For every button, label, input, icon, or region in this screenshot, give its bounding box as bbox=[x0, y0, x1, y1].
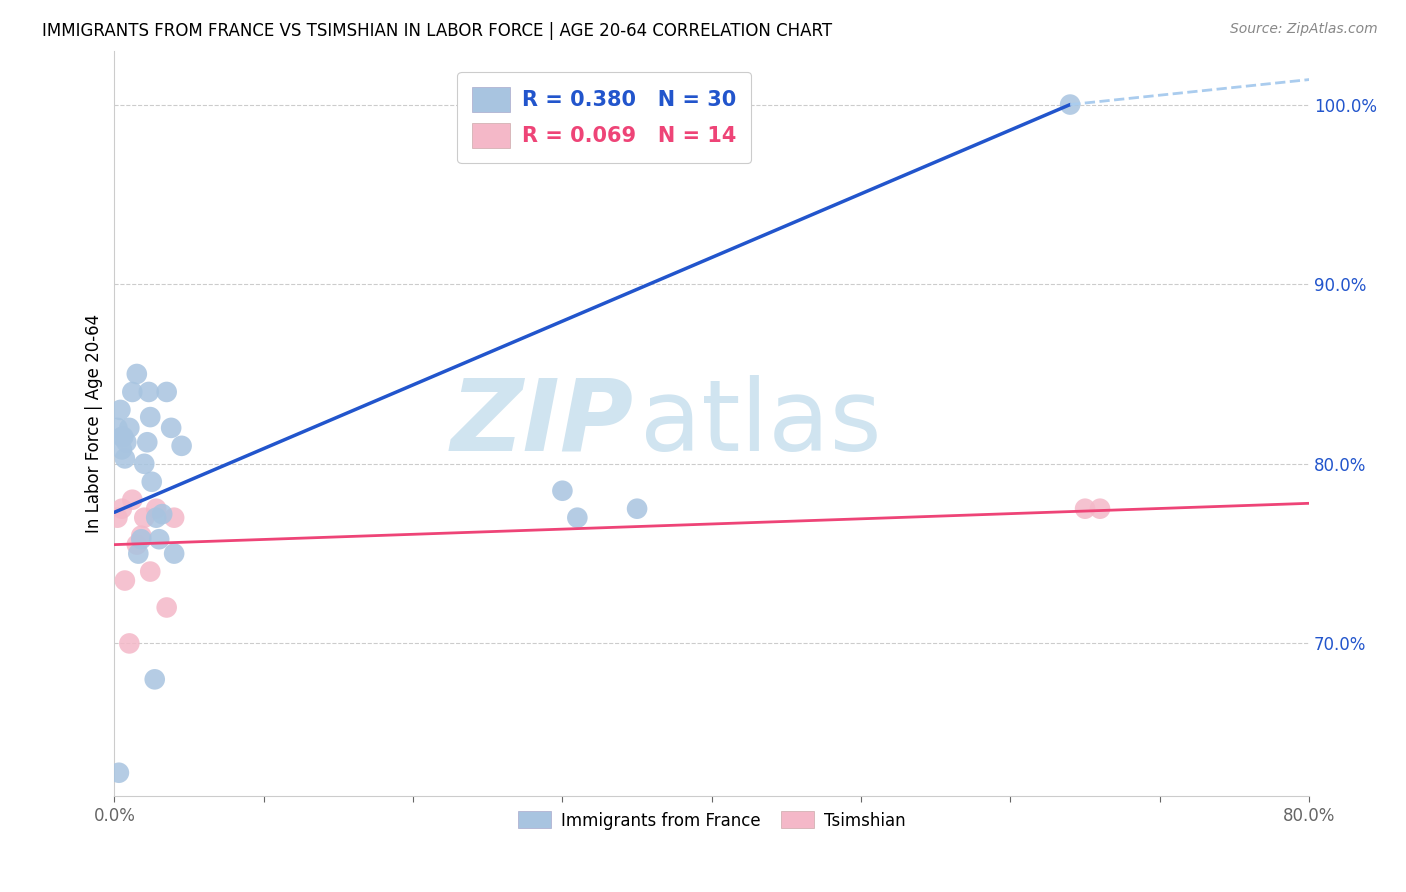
Point bbox=[129, 528, 152, 542]
Point bbox=[108, 765, 131, 780]
Point bbox=[1088, 501, 1111, 516]
Point bbox=[105, 421, 128, 435]
Point bbox=[139, 410, 162, 425]
Point bbox=[112, 430, 135, 444]
Point bbox=[118, 636, 141, 650]
Point bbox=[138, 384, 160, 399]
Point bbox=[111, 430, 134, 444]
Point bbox=[139, 565, 162, 579]
Text: Source: ZipAtlas.com: Source: ZipAtlas.com bbox=[1230, 22, 1378, 37]
Legend: Immigrants from France, Tsimshian: Immigrants from France, Tsimshian bbox=[512, 805, 912, 836]
Point bbox=[145, 510, 167, 524]
Point bbox=[115, 435, 138, 450]
Point bbox=[160, 421, 183, 435]
Point bbox=[118, 421, 141, 435]
Point bbox=[1074, 501, 1097, 516]
Text: IMMIGRANTS FROM FRANCE VS TSIMSHIAN IN LABOR FORCE | AGE 20-64 CORRELATION CHART: IMMIGRANTS FROM FRANCE VS TSIMSHIAN IN L… bbox=[42, 22, 832, 40]
Text: ZIP: ZIP bbox=[451, 375, 634, 472]
Point bbox=[156, 600, 179, 615]
Point bbox=[125, 367, 148, 381]
Point bbox=[163, 510, 186, 524]
Y-axis label: In Labor Force | Age 20-64: In Labor Force | Age 20-64 bbox=[86, 314, 103, 533]
Point bbox=[551, 483, 574, 498]
Point bbox=[125, 538, 148, 552]
Point bbox=[134, 510, 156, 524]
Point bbox=[111, 442, 134, 457]
Text: atlas: atlas bbox=[640, 375, 882, 472]
Point bbox=[148, 533, 170, 547]
Point bbox=[121, 492, 143, 507]
Point bbox=[114, 574, 136, 588]
Point bbox=[170, 439, 193, 453]
Point bbox=[145, 501, 167, 516]
Point bbox=[156, 384, 179, 399]
Point bbox=[105, 510, 128, 524]
Point bbox=[111, 501, 134, 516]
Point bbox=[626, 501, 648, 516]
Point bbox=[134, 457, 156, 471]
Point bbox=[567, 510, 589, 524]
Point bbox=[141, 475, 163, 489]
Point bbox=[127, 547, 149, 561]
Point bbox=[110, 403, 132, 417]
Point bbox=[121, 384, 143, 399]
Point bbox=[1059, 97, 1081, 112]
Point bbox=[136, 435, 159, 450]
Point bbox=[143, 673, 166, 687]
Point bbox=[114, 451, 136, 466]
Point bbox=[163, 547, 186, 561]
Point bbox=[129, 533, 152, 547]
Point bbox=[150, 507, 173, 521]
